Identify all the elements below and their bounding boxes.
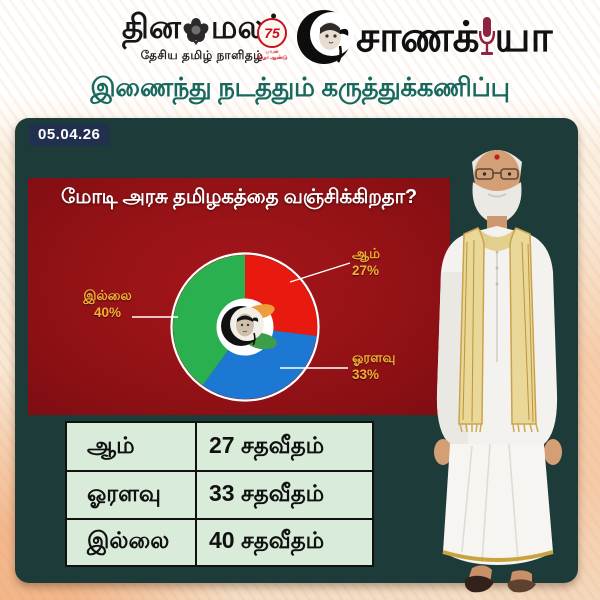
badge-75-number: 75: [257, 18, 287, 48]
pie-label-partial: ஓரளவு 33%: [352, 350, 437, 384]
pie-chart: [132, 252, 351, 402]
date-badge: 05.04.26: [29, 124, 110, 146]
poll-subtitle: இணைந்து நடத்தும் கருத்துக்கணிப்பு: [90, 72, 510, 102]
chanakya-name-part1: சாணக்: [356, 13, 480, 60]
table-row-value: 27 சதவீதம்: [209, 431, 325, 458]
pie-label-yes-percent: 27%: [352, 262, 380, 278]
result-table: ஆம் 27 சதவீதம் ஓரளவு 33 சதவீதம் இல்லை 40…: [65, 421, 374, 567]
pie-center-logo: [216, 298, 277, 356]
pie-slice-2: [173, 255, 245, 386]
modi-photo: [434, 150, 562, 593]
pie-label-yes: ஆம் 27%: [352, 246, 422, 280]
table-row-label: ஓரளவு: [67, 470, 197, 518]
pie-label-partial-percent: 33%: [352, 366, 380, 382]
table-row-value: 40 சதவீதம்: [197, 517, 372, 565]
jubilee-badge: 75 பவள விழா ஆண்டு: [252, 18, 292, 61]
chanakya-logo: சாணக் யா: [296, 6, 553, 68]
pie-label-partial-text: ஓரளவு: [352, 350, 396, 365]
microphone-icon: [478, 17, 495, 55]
question-chart-panel: மோடி அரசு தமிழகத்தை வஞ்சிக்கிறதா?: [28, 178, 450, 415]
pie-label-yes-text: ஆம்: [352, 246, 380, 261]
chanakya-face-icon: [297, 10, 354, 64]
poll-question: மோடி அரசு தமிழகத்தை வஞ்சிக்கிறதா?: [61, 186, 417, 208]
table-row-value: 33 சதவீதம்: [197, 470, 372, 517]
pie-outline: [170, 252, 320, 402]
table-row-label: இல்லை: [67, 517, 197, 565]
dinamalar-name-part1: தின: [121, 10, 181, 46]
header: தின மலர் தேசிய தமிழ் நாளிதழ் 75: [0, 0, 600, 115]
flower-icon: [183, 18, 209, 45]
chanakya-name-part2: யா: [494, 13, 553, 60]
pie-label-no-percent: 40%: [93, 304, 122, 320]
leader-line-yes: [289, 262, 351, 283]
pie-label-no: இல்லை 40%: [70, 288, 145, 322]
pie-slice-1: [202, 327, 317, 399]
table-row-label: ஆம்: [67, 423, 197, 471]
dinamalar-tagline: தேசிய தமிழ் நாளிதழ்: [140, 48, 264, 62]
badge-75-caption: பவள விழா ஆண்டு: [256, 49, 288, 61]
pie-label-no-text: இல்லை: [83, 288, 132, 303]
